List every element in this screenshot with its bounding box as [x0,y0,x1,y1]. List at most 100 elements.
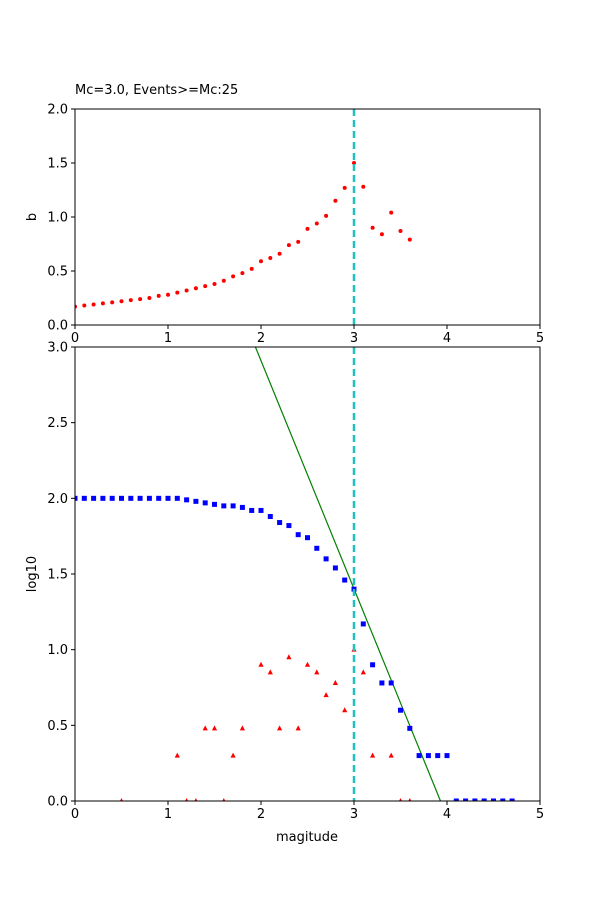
y-tick-label: 2.5 [47,416,68,431]
x-tick-label: 4 [443,331,451,346]
data-point [407,237,412,242]
data-point [491,798,496,801]
data-point [202,725,208,731]
data-point [267,513,273,519]
data-point [342,707,348,713]
fit-line [254,347,442,801]
data-point [212,501,217,507]
data-point [277,725,283,731]
data-point [147,296,152,300]
x-tick-label: 2 [257,807,265,822]
data-point [203,284,208,289]
data-point [194,798,198,801]
data-point [286,243,291,248]
y-tick-label: 1.5 [47,157,68,172]
y-tick-label: 0.0 [47,795,68,810]
data-point [258,507,264,513]
data-point [416,753,422,759]
axes-frame [74,346,541,802]
data-point [425,753,431,759]
data-point [398,707,403,713]
data-point [324,213,329,218]
data-point [305,226,310,231]
data-point [342,577,348,583]
chart-title: Mc=3.0, Events>=Mc:25 [75,83,238,98]
data-point [119,299,124,304]
data-point [444,753,450,759]
data-point [221,278,226,283]
data-point [408,798,412,801]
x-tick-label: 1 [164,331,172,346]
y-tick-label: 0.5 [47,265,68,280]
x-tick-label: 0 [71,331,79,346]
data-point [240,271,245,276]
data-point [379,680,385,686]
y-axis-label: b [25,213,40,221]
data-point [388,680,394,686]
data-point [360,621,366,627]
data-point [231,274,236,279]
data-point [230,752,236,758]
data-point [119,798,124,801]
data-point [370,752,376,758]
data-point [137,495,143,501]
data-point [91,302,96,307]
data-point [286,523,292,529]
x-tick-label: 3 [350,807,358,822]
data-point [110,300,115,305]
data-point [202,500,208,506]
x-tick-label: 5 [536,331,544,346]
b-value-chart: Mc=3.0, Events>=Mc:25 b 0 1 2 3 4 5 0.0 0.5 1.0 1… [25,83,544,346]
data-point [268,256,273,261]
data-point [100,301,105,306]
y-tick-label: 0.0 [47,319,68,334]
data-point [509,798,515,801]
data-point [407,725,413,731]
x-tick-label: 2 [257,331,265,346]
data-point [119,495,124,501]
data-point [184,497,190,503]
data-point [500,798,506,801]
data-point [166,292,170,297]
data-point [165,495,171,501]
data-point [277,520,283,526]
x-axis-label: magitude [276,830,338,845]
data-point [91,495,97,501]
data-point [314,545,320,551]
data-point [174,752,180,758]
x-tick-label: 3 [350,331,358,346]
data-point [109,495,115,501]
data-point [249,507,255,513]
y-tick-label: 2.0 [47,103,68,118]
data-point [435,753,441,759]
y-tick-label: 1.0 [47,643,68,658]
data-point [295,725,301,731]
data-point [398,229,403,234]
data-point [370,662,376,668]
x-tick-label: 1 [164,807,172,822]
data-point [249,266,254,271]
data-point [332,565,338,571]
data-point [323,692,329,698]
data-point [267,669,273,675]
data-point [259,259,263,264]
data-point [463,798,469,801]
x-tick-label: 4 [443,807,451,822]
x-tick-label: 0 [71,807,79,822]
data-point [156,495,162,501]
data-point [295,532,301,538]
data-point [222,798,226,801]
data-point [342,185,347,190]
data-point [361,184,366,189]
data-point [389,210,394,215]
log10-chart: magitude log10 0 1 2 3 4 5 0.0 0.5 1.0 1.5 2.0 2.5 3… [25,341,544,846]
data-point [388,752,394,758]
data-point [286,654,292,660]
y-axis-label: log10 [25,556,40,592]
data-point [174,495,180,501]
data-point [258,661,264,667]
data-point [175,290,180,295]
data-point [332,679,338,685]
data-point [453,798,459,801]
